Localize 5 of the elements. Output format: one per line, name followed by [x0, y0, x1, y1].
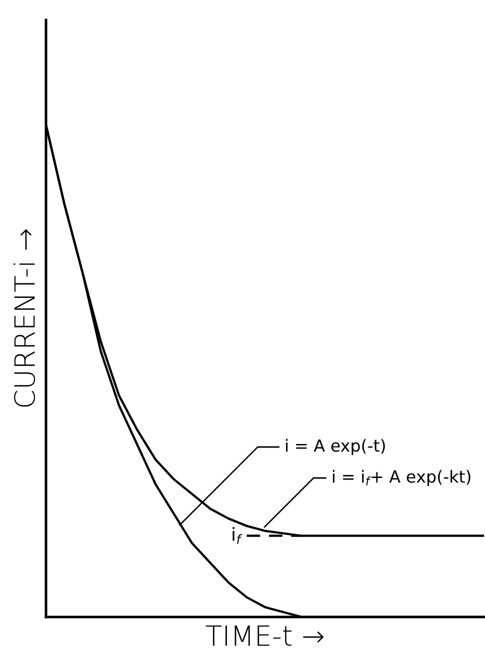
- x-axis-title: TIME-t →: [206, 625, 324, 646]
- y-axis-title: CURRENT-i →: [14, 229, 36, 407]
- series-label: i$_{f}$: [232, 527, 242, 544]
- annotation: i = A exp(-t): [286, 438, 385, 456]
- annotation: i = i$_{f}$+ A exp(-kt): [332, 470, 470, 486]
